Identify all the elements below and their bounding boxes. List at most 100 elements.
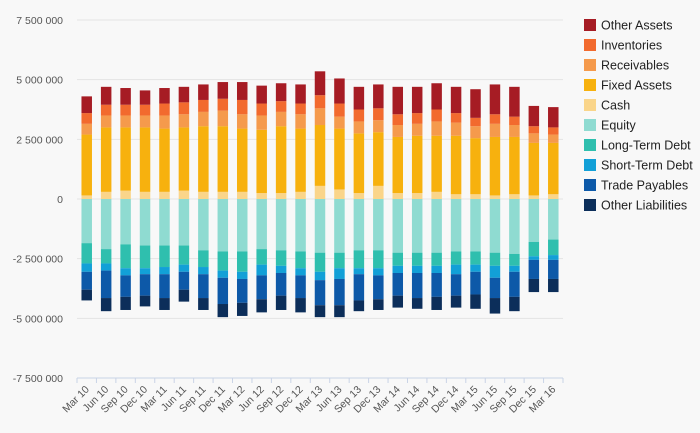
legend-swatch xyxy=(584,199,596,211)
stacked-bar-chart: -7 500 000-5 000 000-2 500 00002 500 000… xyxy=(0,0,700,433)
y-tick-label: 7 500 000 xyxy=(16,15,63,27)
bar-segment xyxy=(140,246,151,269)
legend: Other Assets Inventories Receivables Fixed … xyxy=(584,19,693,213)
bar-segment xyxy=(159,115,170,128)
bar-segment xyxy=(218,271,229,278)
bar-segment xyxy=(373,299,384,310)
y-tick-label: 5 000 000 xyxy=(16,75,63,87)
bar-segment xyxy=(315,253,326,272)
bar-segment xyxy=(451,87,462,113)
bar-segment xyxy=(179,272,190,290)
bar-segment xyxy=(276,296,287,310)
bar-segment xyxy=(354,133,365,193)
bar-segment xyxy=(431,297,442,310)
bar-segment xyxy=(451,252,462,265)
bar-segment xyxy=(81,113,92,124)
bar-segment xyxy=(412,253,423,266)
bar-segment xyxy=(101,115,112,127)
bar-segment xyxy=(529,260,540,279)
bar-segment xyxy=(120,88,131,105)
bar-segment xyxy=(179,265,190,272)
bar-segment xyxy=(451,194,462,199)
bar-segment xyxy=(256,299,267,312)
bar-segment xyxy=(295,104,306,115)
bar-segment xyxy=(120,191,131,199)
bar-segment xyxy=(198,267,209,274)
bar-segment xyxy=(295,192,306,199)
bar-segment xyxy=(276,193,287,199)
bar-segment xyxy=(431,192,442,199)
bar-segment xyxy=(412,298,423,309)
bar-segment xyxy=(179,199,190,246)
bar-segment xyxy=(256,275,267,299)
bar-segment xyxy=(509,266,520,272)
bar-segment xyxy=(373,199,384,250)
bar-segment xyxy=(431,121,442,135)
bar-segment xyxy=(548,194,559,199)
bar-segment xyxy=(81,243,92,263)
bar-segment xyxy=(529,279,540,292)
bar-segment xyxy=(509,199,520,254)
bar-segment xyxy=(276,273,287,296)
bar-segment xyxy=(120,275,131,296)
bar-segment xyxy=(198,126,209,192)
bar-segment xyxy=(295,275,306,298)
bar-segment xyxy=(529,143,540,196)
bar-segment xyxy=(470,126,481,138)
bar-segment xyxy=(237,192,248,199)
bar-segment xyxy=(159,129,170,192)
bar-segment xyxy=(548,127,559,134)
bar-segment xyxy=(334,104,345,117)
bar-segment xyxy=(315,186,326,199)
bar-segment xyxy=(276,112,287,126)
bar-segment xyxy=(431,273,442,297)
legend-swatch xyxy=(584,159,596,171)
legend-swatch xyxy=(584,19,596,31)
bar-segment xyxy=(509,272,520,297)
bar-segment xyxy=(509,254,520,266)
bar-segment xyxy=(393,296,404,308)
bar-segment xyxy=(218,278,229,304)
bar-segment xyxy=(120,199,131,244)
bar-segment xyxy=(451,274,462,295)
bar-segment xyxy=(315,95,326,108)
bar-segment xyxy=(354,268,365,274)
bar-segment xyxy=(470,199,481,252)
y-tick-label: 2 500 000 xyxy=(16,134,63,146)
bar-segment xyxy=(490,124,501,137)
bar-segment xyxy=(120,297,131,310)
bar-segment xyxy=(431,253,442,266)
bar-segment xyxy=(373,108,384,120)
bar-segment xyxy=(256,86,267,104)
bar-segment xyxy=(179,127,190,190)
bar-segment xyxy=(373,132,384,186)
bar-segment xyxy=(431,136,442,192)
bar-segment xyxy=(509,137,520,194)
bar-segment xyxy=(295,84,306,103)
bar-segment xyxy=(354,250,365,268)
bar-segment xyxy=(451,265,462,275)
bar-segment xyxy=(237,272,248,279)
bar-segment xyxy=(198,192,209,199)
bar-segment xyxy=(548,255,559,260)
bar-segment xyxy=(334,78,345,103)
bar-segment xyxy=(509,125,520,137)
bar-segment xyxy=(315,71,326,95)
bar-segment xyxy=(237,82,248,100)
bar-segment xyxy=(198,274,209,298)
bar-segment xyxy=(159,298,170,310)
legend-label: Other Assets xyxy=(601,19,673,33)
bar-segment xyxy=(470,89,481,118)
bar-segment xyxy=(101,199,112,249)
bar-segment xyxy=(490,278,501,298)
bar-segment xyxy=(373,275,384,299)
bar-segment xyxy=(393,266,404,273)
bar-segment xyxy=(218,99,229,111)
bar-segment xyxy=(393,273,404,296)
bar-segment xyxy=(159,199,170,246)
bar-segment xyxy=(256,193,267,199)
bar-segment xyxy=(101,271,112,298)
bar-segment xyxy=(529,195,540,199)
bar-segment xyxy=(101,127,112,191)
bar-segment xyxy=(509,297,520,311)
